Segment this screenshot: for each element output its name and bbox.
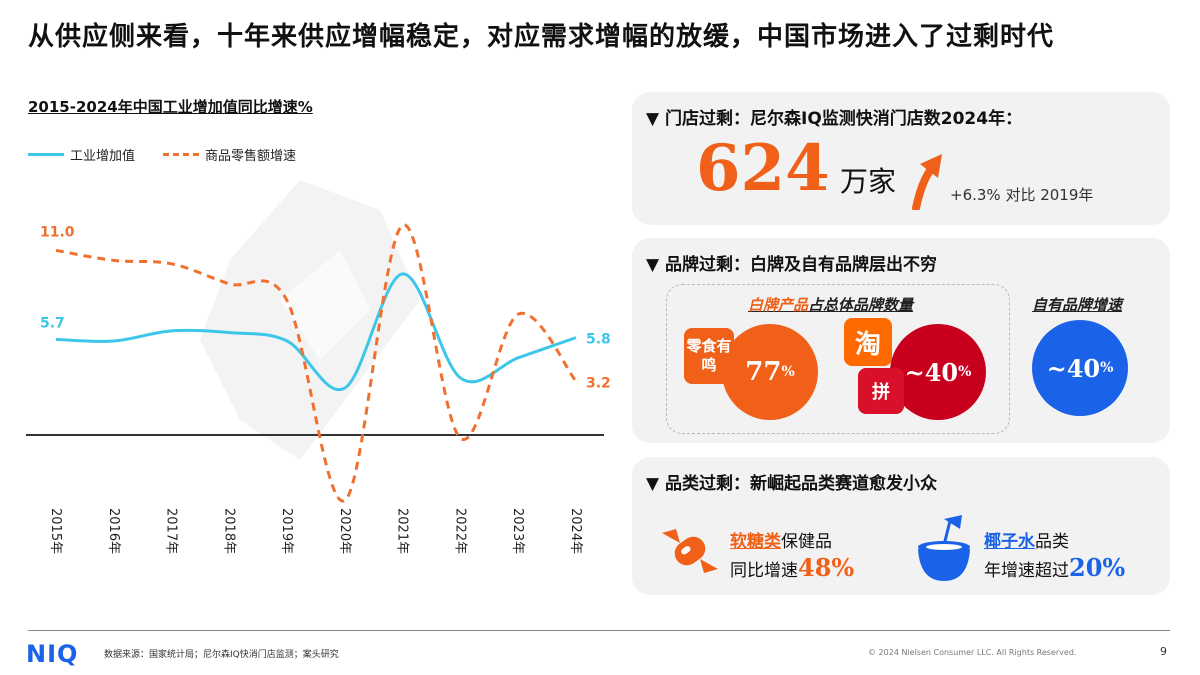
stores-card: ▼ 门店过剩：尼尔森IQ监测快消门店数2024年： 624 万家 +6.3% 对…: [632, 92, 1170, 225]
categories-card: ▼ 品类过剩：新崛起品类赛道愈发小众 软糖类保健品 同比增速48% 椰子水品类 …: [632, 457, 1170, 595]
coconut-line2: 年增速超过20%: [984, 553, 1125, 582]
brands-card: ▼ 品牌过剩：白牌及自有品牌层出不穷 白牌产品占总体品牌数量 自有品牌增速 77…: [632, 238, 1170, 443]
coconut-value: 20%: [1069, 553, 1126, 582]
own-brand-title: 自有品牌增速: [1032, 296, 1123, 314]
coconut-icon: [918, 515, 970, 581]
white-label-prefix: 白牌产品: [748, 296, 809, 314]
label-first-industrial: 5.7: [40, 315, 65, 331]
store-growth: +6.3% 对比 2019年: [950, 186, 1094, 204]
footer-divider: [28, 630, 1170, 631]
label-first-retail: 11.0: [40, 224, 75, 240]
white-label-suffix: 占总体品牌数量: [808, 296, 914, 314]
coconut-line1: 椰子水品类: [984, 527, 1069, 552]
snack-circle: 77%: [722, 324, 818, 420]
label-last-retail: 3.2: [586, 375, 611, 391]
candy-highlight: 软糖类: [730, 532, 781, 552]
series-line-industrial: [55, 272, 577, 392]
candy-suffix: 保健品: [781, 532, 832, 552]
x-tick-label: 2016年: [106, 508, 121, 554]
candy-line1: 软糖类保健品: [730, 527, 832, 552]
chart-title: 2015-2024年中国工业增加值同比增速%: [28, 98, 313, 116]
snack-brand-icon: 零食有鸣: [684, 328, 734, 384]
white-label-title: 白牌产品占总体品牌数量: [748, 294, 913, 315]
categories-heading: ▼ 品类过剩：新崛起品类赛道愈发小众: [646, 474, 937, 494]
legend-label-retail: 商品零售额增速: [205, 149, 297, 164]
store-count: 624: [696, 131, 830, 206]
x-tick-label: 2017年: [164, 508, 179, 554]
platform-circle: ~40%: [890, 324, 986, 420]
store-unit: 万家: [840, 165, 897, 198]
label-last-industrial: 5.8: [586, 332, 611, 348]
stores-heading: ▼ 门店过剩：尼尔森IQ监测快消门店数2024年：: [646, 109, 1023, 129]
footer-source: 数据来源：国家统计局；尼尔森IQ快消门店监测；案头研究: [104, 650, 339, 660]
x-tick-label: 2015年: [48, 508, 63, 554]
candy-value: 48%: [798, 553, 855, 582]
uparrow-icon: [912, 154, 942, 210]
x-tick-label: 2024年: [568, 508, 583, 554]
candy-line2-text: 同比增速: [730, 561, 798, 581]
own-brand-percent: %: [1100, 360, 1114, 376]
snack-value: 77: [745, 357, 782, 387]
page-title: 从供应侧来看，十年来供应增幅稳定，对应需求增幅的放缓，中国市场进入了过剩时代: [28, 22, 1055, 52]
footer-copyright: © 2024 Nielsen Consumer LLC. All Rights …: [868, 648, 1077, 657]
legend-label-industrial: 工业增加值: [70, 149, 136, 164]
x-tick-label: 2023年: [510, 508, 525, 554]
brands-heading: ▼ 品牌过剩：白牌及自有品牌层出不穷: [646, 255, 937, 275]
x-tick-label: 2021年: [395, 508, 410, 554]
line-chart: 11.0 5.7 5.8 3.2 2015年 2016年 2017年 2018年 2019年 20…: [26, 223, 611, 554]
white-label-box: [666, 284, 1010, 434]
platform-percent: %: [958, 364, 972, 380]
pinduoduo-icon: 拼: [858, 368, 904, 414]
platform-value: ~40: [904, 357, 959, 387]
candy-icon: [662, 529, 718, 573]
coconut-line2-text: 年增速超过: [984, 561, 1069, 581]
taobao-icon: 淘: [844, 318, 892, 366]
page-number: 9: [1160, 645, 1167, 658]
chart-legend: 工业增加值 商品零售额增速: [28, 145, 296, 164]
candy-line2: 同比增速48%: [730, 553, 854, 582]
series-line-retail: [55, 223, 578, 503]
snack-percent: %: [781, 364, 795, 380]
legend-swatch-retail: [163, 153, 200, 156]
niq-logo: NIQ: [26, 640, 79, 668]
own-brand-circle: ~40%: [1032, 320, 1128, 416]
coconut-highlight: 椰子水: [984, 532, 1035, 552]
x-tick-label: 2020年: [337, 508, 352, 554]
legend-swatch-industrial: [28, 153, 64, 156]
coconut-suffix: 品类: [1035, 532, 1069, 552]
x-tick-label: 2019年: [279, 508, 294, 554]
own-brand-value: ~40: [1046, 353, 1101, 383]
x-tick-label: 2022年: [452, 508, 467, 554]
x-tick-label: 2018年: [221, 508, 236, 554]
